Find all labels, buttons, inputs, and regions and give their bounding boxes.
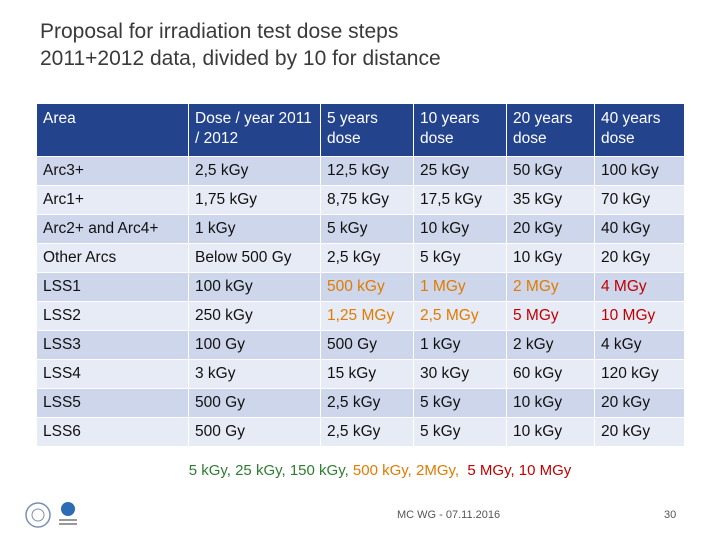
dose-cell: 1,25 MGy <box>320 301 414 331</box>
dose-cell: 2,5 kGy <box>320 243 414 273</box>
area-cell: LSS4 <box>36 359 189 389</box>
area-cell: Arc3+ <box>36 156 189 186</box>
header-cell: Dose / year 2011 / 2012 <box>188 103 321 157</box>
dose-cell: 10 kGy <box>506 243 595 273</box>
dose-cell: 5 kGy <box>413 388 507 418</box>
dose-cell: 20 kGy <box>594 388 685 418</box>
dose-cell: 20 kGy <box>506 214 595 244</box>
area-cell: LSS2 <box>36 301 189 331</box>
dose-cell: 8,75 kGy <box>320 185 414 215</box>
dose-cell: 17,5 kGy <box>413 185 507 215</box>
header-cell: 20 years dose <box>506 103 595 157</box>
table-row: Arc2+ and Arc4+ 1 kGy 5 kGy 10 kGy 20 kGy 40 … <box>36 214 685 244</box>
dose-cell: 250 kGy <box>188 301 321 331</box>
dose-cell: 40 kGy <box>594 214 685 244</box>
dose-cell: 2 MGy <box>506 272 595 302</box>
dose-cell: 100 Gy <box>188 330 321 360</box>
table-row: Arc1+ 1,75 kGy 8,75 kGy 17,5 kGy 35 kGy 70 kG… <box>36 185 685 215</box>
dose-cell: 100 kGy <box>188 272 321 302</box>
dose-cell: 2,5 kGy <box>320 417 414 447</box>
area-cell: LSS3 <box>36 330 189 360</box>
area-cell: Arc2+ and Arc4+ <box>36 214 189 244</box>
area-cell: LSS6 <box>36 417 189 447</box>
note-segment: 5 MGy, 10 MGy <box>463 462 572 479</box>
slide-title: Proposal for irradiation test dose steps… <box>40 18 441 72</box>
dose-cell: 70 kGy <box>594 185 685 215</box>
table-row: Arc3+ 2,5 kGy 12,5 kGy 25 kGy 50 kGy 100 kGy <box>36 156 685 186</box>
footer-text: MC WG - 07.11.2016 <box>397 509 501 521</box>
dose-cell: 15 kGy <box>320 359 414 389</box>
dose-cell: 60 kGy <box>506 359 595 389</box>
dose-cell: 4 MGy <box>594 272 685 302</box>
dose-cell: 100 kGy <box>594 156 685 186</box>
dose-cell: 10 MGy <box>594 301 685 331</box>
title-line: 2011+2012 data, divided by 10 for distan… <box>40 47 441 70</box>
dose-cell: 20 kGy <box>594 243 685 273</box>
dose-cell: 2,5 kGy <box>188 156 321 186</box>
note-segment: 500 kGy, 2MGy, <box>352 462 464 479</box>
dose-cell: 50 kGy <box>506 156 595 186</box>
dose-cell: 500 Gy <box>188 388 321 418</box>
dose-cell: 12,5 kGy <box>320 156 414 186</box>
area-cell: LSS1 <box>36 272 189 302</box>
cern-logo-inner <box>31 508 45 522</box>
dose-cell: 10 kGy <box>506 417 595 447</box>
cern-logo <box>25 502 51 528</box>
dose-cell: 20 kGy <box>594 417 685 447</box>
dose-cell: 120 kGy <box>594 359 685 389</box>
area-cell: Arc1+ <box>36 185 189 215</box>
table-row: LSS5 500 Gy 2,5 kGy 5 kGy 10 kGy 20 kGy <box>36 388 685 418</box>
dose-cell: 1 kGy <box>188 214 321 244</box>
dose-cell: 35 kGy <box>506 185 595 215</box>
en-logo-text <box>59 519 77 521</box>
table-body: Arc3+ 2,5 kGy 12,5 kGy 25 kGy 50 kGy 100 kGy A… <box>36 156 685 447</box>
header-cell: Area <box>36 103 189 157</box>
dose-cell: 10 kGy <box>506 388 595 418</box>
table-row: Other Arcs Below 500 Gy 2,5 kGy 5 kGy 10 kGy… <box>36 243 685 273</box>
table-row: LSS3 100 Gy 500 Gy 1 kGy 2 kGy 4 kGy <box>36 330 685 360</box>
note-segment: 5 kGy, 25 kGy, 150 kGy, <box>188 462 353 479</box>
page-number: 30 <box>664 509 677 521</box>
table-row: LSS2 250 kGy 1,25 MGy 2,5 MGy 5 MGy 10 MGy <box>36 301 685 331</box>
area-cell: Other Arcs <box>36 243 189 273</box>
dose-cell: Below 500 Gy <box>188 243 321 273</box>
en-logo <box>61 502 75 516</box>
dose-table: Area Dose / year 2011 / 2012 5 years dose 1… <box>36 103 685 447</box>
dose-steps-note: 5 kGy, 25 kGy, 150 kGy, 500 kGy, 2MGy, 5… <box>0 462 720 479</box>
dose-cell: 2,5 MGy <box>413 301 507 331</box>
table-row: LSS1 100 kGy 500 kGy 1 MGy 2 MGy 4 MGy <box>36 272 685 302</box>
dose-cell: 5 kGy <box>413 243 507 273</box>
header-cell: 5 years dose <box>320 103 414 157</box>
dose-cell: 3 kGy <box>188 359 321 389</box>
dose-cell: 1 kGy <box>413 330 507 360</box>
header-cell: 40 years dose <box>594 103 685 157</box>
dose-cell: 10 kGy <box>413 214 507 244</box>
table-row: LSS6 500 Gy 2,5 kGy 5 kGy 10 kGy 20 kGy <box>36 417 685 447</box>
dose-cell: 25 kGy <box>413 156 507 186</box>
dose-cell: 1,75 kGy <box>188 185 321 215</box>
dose-cell: 500 kGy <box>320 272 414 302</box>
dose-cell: 1 MGy <box>413 272 507 302</box>
table-row: LSS4 3 kGy 15 kGy 30 kGy 60 kGy 120 kGy <box>36 359 685 389</box>
dose-cell: 2 kGy <box>506 330 595 360</box>
dose-cell: 500 Gy <box>320 330 414 360</box>
dose-cell: 5 MGy <box>506 301 595 331</box>
dose-cell: 5 kGy <box>320 214 414 244</box>
header-cell: 10 years dose <box>413 103 507 157</box>
title-line: Proposal for irradiation test dose steps <box>40 20 399 43</box>
dose-cell: 2,5 kGy <box>320 388 414 418</box>
en-logo-text <box>59 523 77 525</box>
logos <box>25 502 77 528</box>
dose-cell: 5 kGy <box>413 417 507 447</box>
area-cell: LSS5 <box>36 388 189 418</box>
dose-cell: 500 Gy <box>188 417 321 447</box>
header-row: Area Dose / year 2011 / 2012 5 years dose 1… <box>36 103 685 157</box>
dose-cell: 30 kGy <box>413 359 507 389</box>
dose-cell: 4 kGy <box>594 330 685 360</box>
